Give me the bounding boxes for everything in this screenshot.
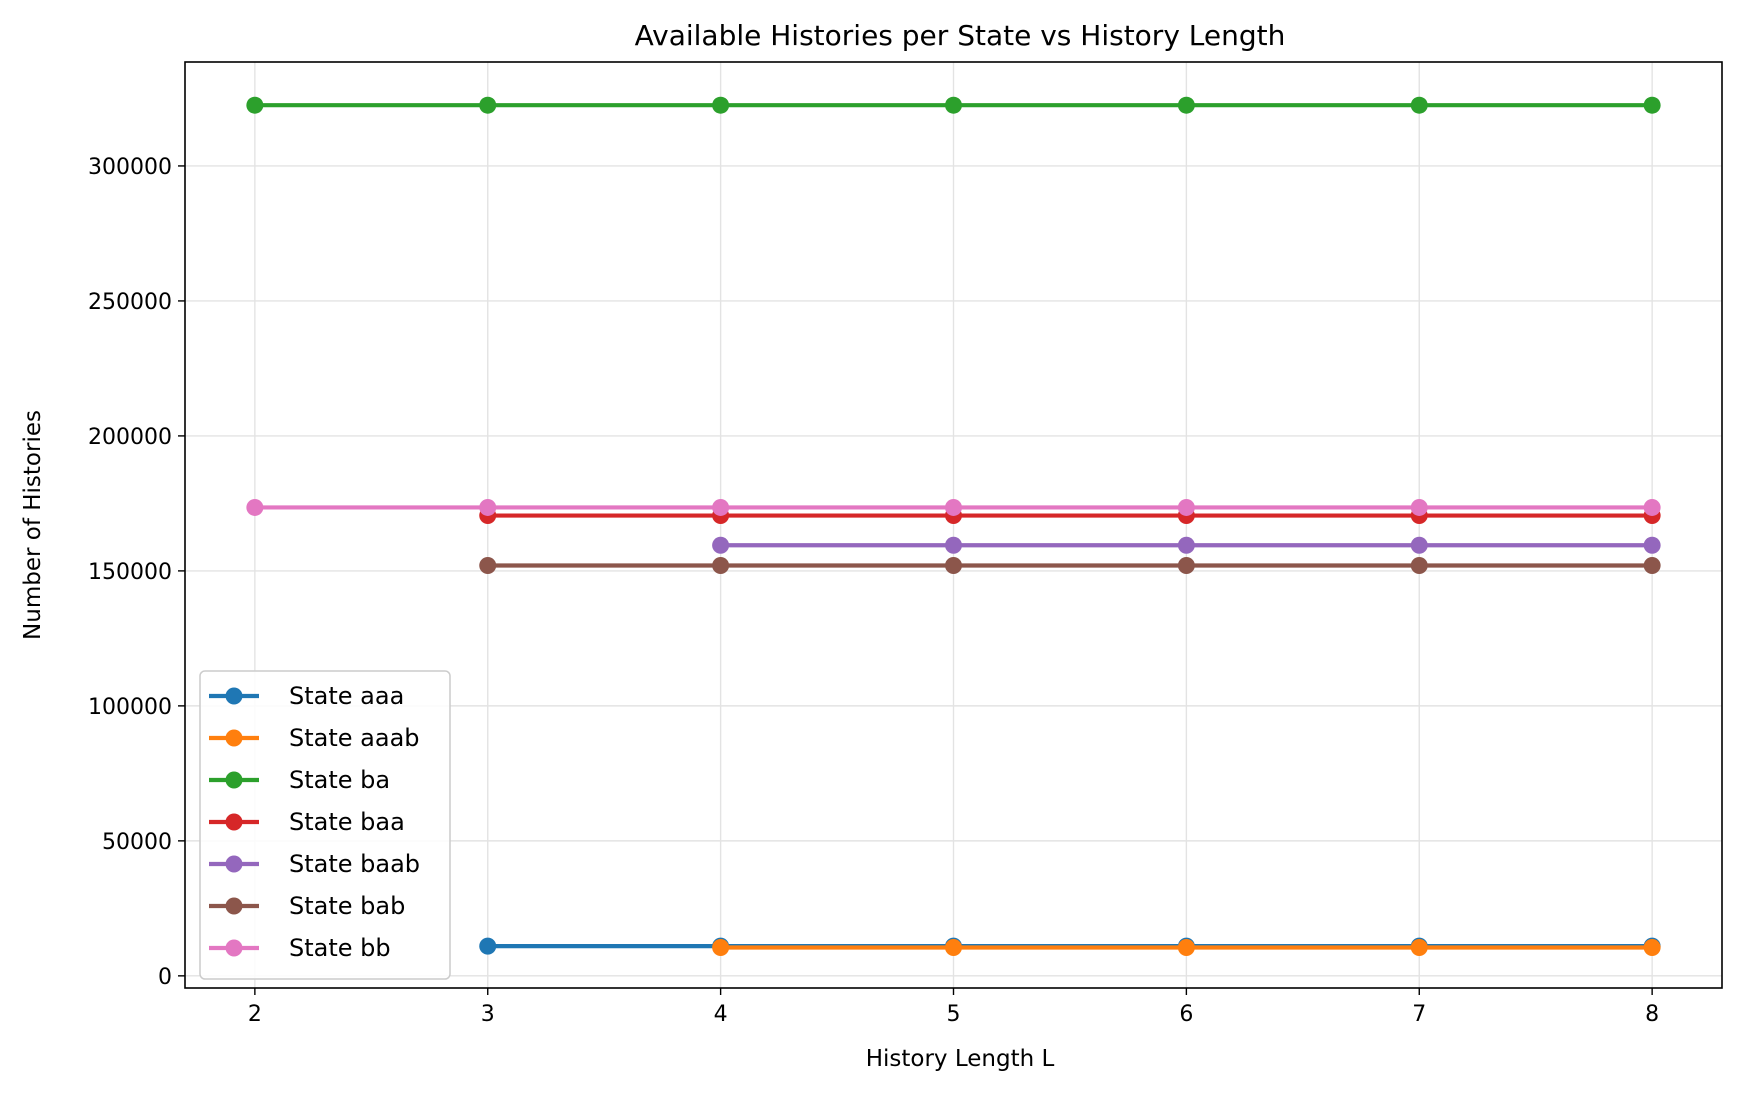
data-point-state-bab (945, 556, 962, 574)
data-point-state-bab (1177, 556, 1195, 574)
series-layer (246, 96, 1661, 957)
data-point-state-baab (1410, 536, 1428, 554)
legend-label: State aaa (289, 682, 404, 710)
legend-swatch-marker (225, 771, 243, 789)
data-point-state-bab (1643, 556, 1661, 574)
legend-label: State bab (289, 892, 405, 920)
legend-item-state-baab: State baab (209, 850, 420, 878)
legend-swatch-marker (225, 729, 243, 747)
legend-swatch-marker (225, 687, 243, 705)
series-state-bb (246, 498, 1661, 516)
data-point-state-aaab (945, 939, 962, 957)
data-point-state-ba (1410, 96, 1428, 114)
data-point-state-ba (945, 96, 962, 114)
y-tick-label: 250000 (88, 290, 172, 315)
legend-swatch-marker (225, 855, 243, 873)
legend-item-state-ba: State ba (209, 766, 390, 794)
legend-item-state-bab: State bab (209, 892, 405, 920)
data-point-state-bb (1643, 498, 1661, 516)
legend-item-state-aaab: State aaab (209, 724, 420, 752)
series-state-ba (246, 96, 1661, 114)
legend-swatch-marker (225, 813, 243, 831)
x-tick-label: 7 (1412, 1002, 1426, 1027)
data-point-state-aaab (1643, 939, 1661, 957)
x-tick-label: 5 (947, 1002, 961, 1027)
data-point-state-aaa (479, 937, 497, 955)
legend-swatch-marker (225, 897, 243, 915)
legend-swatch-marker (225, 939, 243, 957)
legend-label: State baa (289, 808, 405, 836)
data-point-state-aaab (1177, 939, 1195, 957)
y-tick-label: 200000 (88, 425, 172, 450)
legend-label: State baab (289, 850, 420, 878)
x-tick-label: 2 (248, 1002, 262, 1027)
y-axis-label: Number of Histories (20, 410, 46, 640)
data-point-state-ba (479, 96, 497, 114)
x-tick-label: 3 (481, 1002, 495, 1027)
series-state-baab (712, 536, 1661, 554)
data-point-state-aaab (712, 939, 730, 957)
data-point-state-bb (712, 498, 730, 516)
y-tick-label: 50000 (102, 830, 172, 855)
x-axis-label: History Length L (866, 1046, 1055, 1072)
data-point-state-bab (712, 556, 730, 574)
tick-layer: 2 3 4 5 6 7 8 0 50000 100000 150000 200000 250000 300… (88, 155, 1659, 1027)
data-point-state-bb (945, 498, 962, 516)
legend: State aaa State aaab State ba State baa Stat… (199, 670, 451, 980)
y-tick-label: 0 (158, 965, 172, 990)
y-tick-label: 100000 (88, 695, 172, 720)
legend-item-state-bb: State bb (209, 934, 391, 962)
y-tick-label: 300000 (88, 155, 172, 180)
legend-label: State bb (289, 934, 391, 962)
grid-layer (185, 62, 1722, 988)
y-tick-label: 150000 (88, 560, 172, 585)
data-point-state-baab (1643, 536, 1661, 554)
data-point-state-aaab (1410, 939, 1428, 957)
x-tick-label: 6 (1179, 1002, 1193, 1027)
chart-title: Available Histories per State vs History… (635, 19, 1286, 52)
legend-item-state-baa: State baa (209, 808, 405, 836)
data-point-state-ba (1643, 96, 1661, 114)
data-point-state-bab (1410, 556, 1428, 574)
data-point-state-bab (479, 556, 497, 574)
legend-label: State aaab (289, 724, 420, 752)
legend-item-state-aaa: State aaa (209, 682, 404, 710)
data-point-state-bb (246, 498, 264, 516)
legend-box (199, 670, 451, 980)
data-point-state-ba (1177, 96, 1195, 114)
x-tick-label: 4 (714, 1002, 728, 1027)
data-point-state-bb (1177, 498, 1195, 516)
series-state-aaab (712, 939, 1661, 957)
data-point-state-baab (1177, 536, 1195, 554)
data-point-state-ba (246, 96, 264, 114)
legend-label: State ba (289, 766, 390, 794)
data-point-state-bb (479, 498, 497, 516)
x-tick-label: 8 (1645, 1002, 1659, 1027)
data-point-state-baab (945, 536, 962, 554)
data-point-state-bb (1410, 498, 1428, 516)
series-state-baa (479, 507, 1661, 525)
series-state-bab (479, 556, 1661, 574)
data-point-state-baab (712, 536, 730, 554)
data-point-state-ba (712, 96, 730, 114)
